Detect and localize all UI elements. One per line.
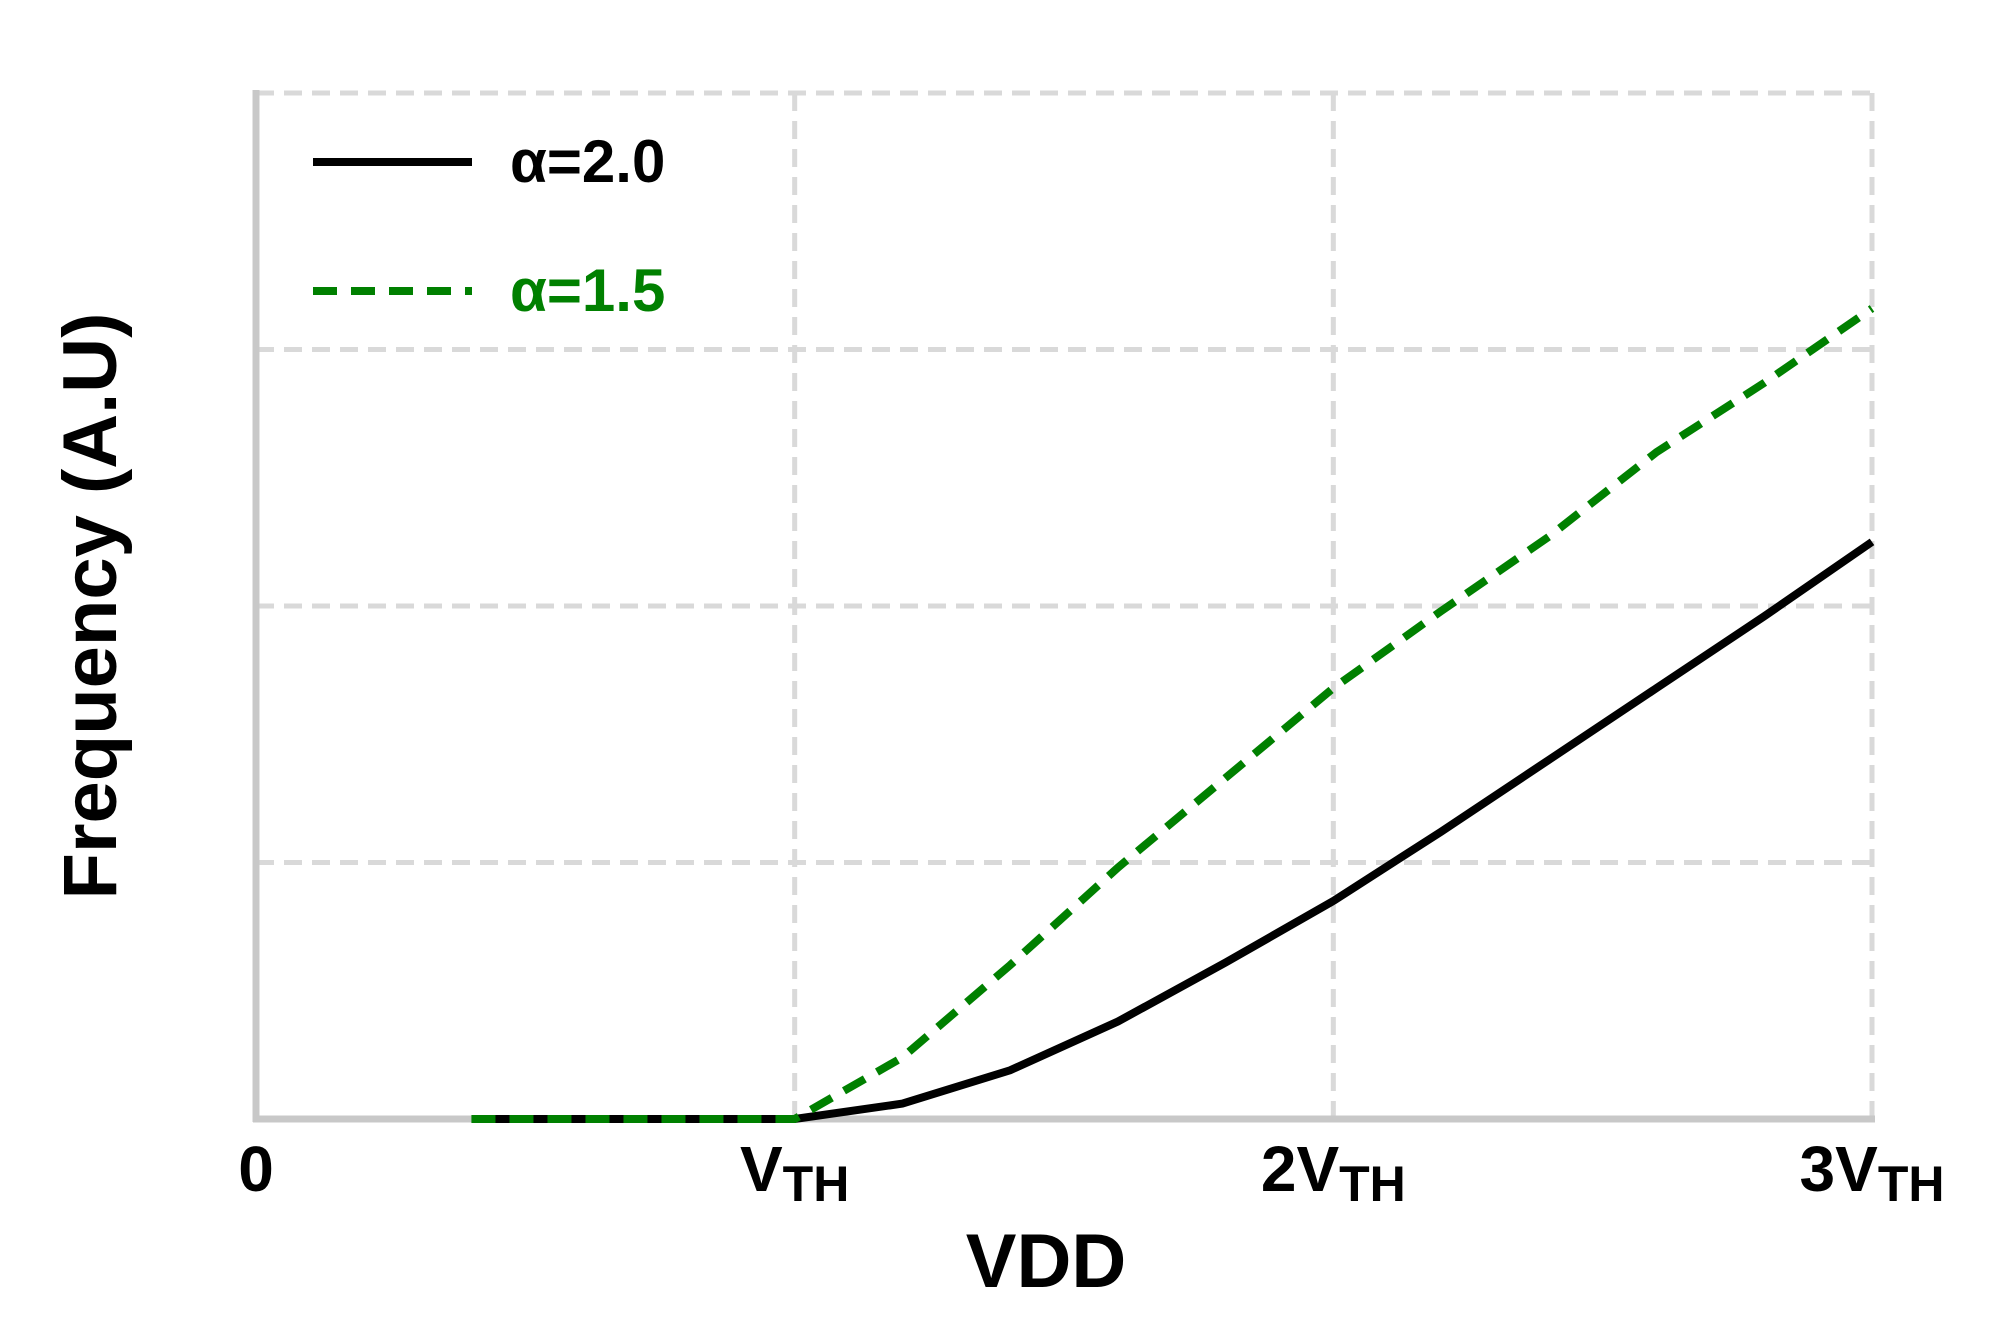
x-tick-label-subscript: TH [1339, 1156, 1406, 1212]
series-line [471, 305, 1875, 1123]
legend-label: α=2.0 [510, 128, 665, 195]
y-axis-title: Frequency (A.U) [48, 313, 133, 900]
x-tick-label-subscript: TH [1878, 1156, 1945, 1212]
x-tick-label-main: 2V [1261, 1133, 1340, 1205]
series-line [471, 538, 1875, 1123]
x-tick-label-main: 3V [1800, 1133, 1879, 1205]
x-tick-label-main: V [740, 1133, 783, 1205]
x-tick-label: 3VTH [1800, 1133, 1945, 1212]
legend-label: α=1.5 [510, 257, 665, 324]
x-axis-title: VDD [966, 1219, 1126, 1304]
x-tick-label: 0 [238, 1133, 274, 1205]
x-tick-label: VTH [740, 1133, 849, 1212]
x-tick-label-subscript: TH [783, 1156, 850, 1212]
x-tick-label: 2VTH [1261, 1133, 1406, 1212]
